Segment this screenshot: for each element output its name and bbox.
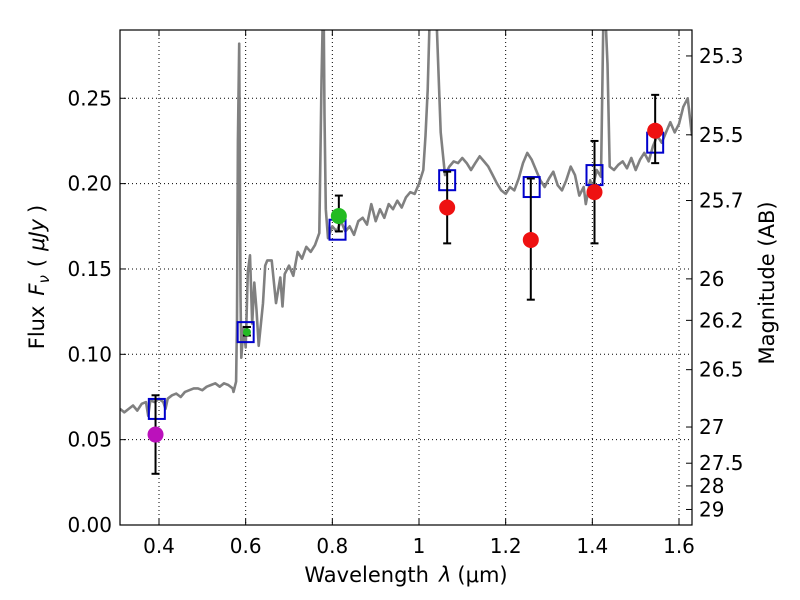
y-axis-label: FluxFν(μJy) xyxy=(25,205,53,350)
y2-axis-label: Magnitude (AB) xyxy=(755,201,779,364)
x-tick-label: 0.4 xyxy=(143,534,175,558)
magnitude-tick-label: 25.5 xyxy=(699,123,744,147)
y-tick-label: 0.20 xyxy=(67,172,112,196)
model-spectrum-line xyxy=(120,30,692,418)
observed-point xyxy=(147,426,164,443)
x-tick-label: 0.6 xyxy=(230,534,262,558)
observed-point xyxy=(522,231,539,248)
magnitude-tick-label: 25.7 xyxy=(699,189,744,213)
x-tick-label: 1.2 xyxy=(490,534,522,558)
magnitude-tick-label: 25.3 xyxy=(699,44,744,68)
template-square xyxy=(147,397,166,420)
observed-point xyxy=(439,199,456,216)
observed-point xyxy=(586,184,603,201)
y-tick-label: 0.25 xyxy=(67,86,112,110)
observed-point xyxy=(330,208,347,225)
magnitude-tick-label: 28 xyxy=(699,474,724,498)
x-tick-label: 0.8 xyxy=(316,534,348,558)
magnitude-tick-label: 26.5 xyxy=(699,358,744,382)
x-tick-label: 1 xyxy=(413,534,426,558)
y-tick-label: 0.10 xyxy=(67,342,112,366)
axis-ticks: 0.4 0.6 0.8 1 1.2 1.4 1.6 0.00 0.05 0.10 0.15 0.20 0… xyxy=(67,30,744,558)
observed-point xyxy=(242,328,251,337)
data-marks xyxy=(147,93,665,475)
y-tick-label: 0.05 xyxy=(67,428,112,452)
observed-point xyxy=(647,122,664,139)
x-axis-label: Wavelength λ (μm) xyxy=(304,563,507,587)
magnitude-tick-label: 27.5 xyxy=(699,451,744,475)
magnitude-tick-label: 27 xyxy=(699,415,724,439)
x-tick-label: 1.4 xyxy=(576,534,608,558)
plot-frame xyxy=(119,29,693,526)
grid xyxy=(120,30,692,526)
magnitude-tick-label: 26 xyxy=(699,267,724,291)
template-square xyxy=(236,321,255,344)
y-tick-label: 0.15 xyxy=(67,257,112,281)
magnitude-tick-label: 26.2 xyxy=(699,308,744,332)
x-tick-label: 1.6 xyxy=(663,534,695,558)
magnitude-tick-label: 29 xyxy=(699,497,724,521)
y-tick-label: 0.00 xyxy=(67,513,112,537)
plot-area xyxy=(120,30,692,418)
